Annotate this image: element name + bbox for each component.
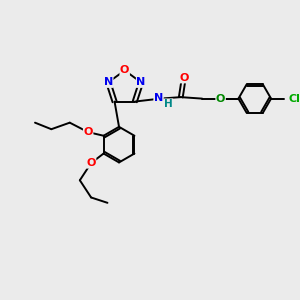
Text: N: N xyxy=(154,93,163,103)
Text: Cl: Cl xyxy=(288,94,300,103)
Text: O: O xyxy=(83,127,93,137)
Text: H: H xyxy=(164,99,173,109)
Text: O: O xyxy=(120,65,129,75)
Text: N: N xyxy=(104,77,113,87)
Text: O: O xyxy=(86,158,96,168)
Text: N: N xyxy=(136,77,146,87)
Text: O: O xyxy=(179,73,188,83)
Text: O: O xyxy=(216,94,225,103)
